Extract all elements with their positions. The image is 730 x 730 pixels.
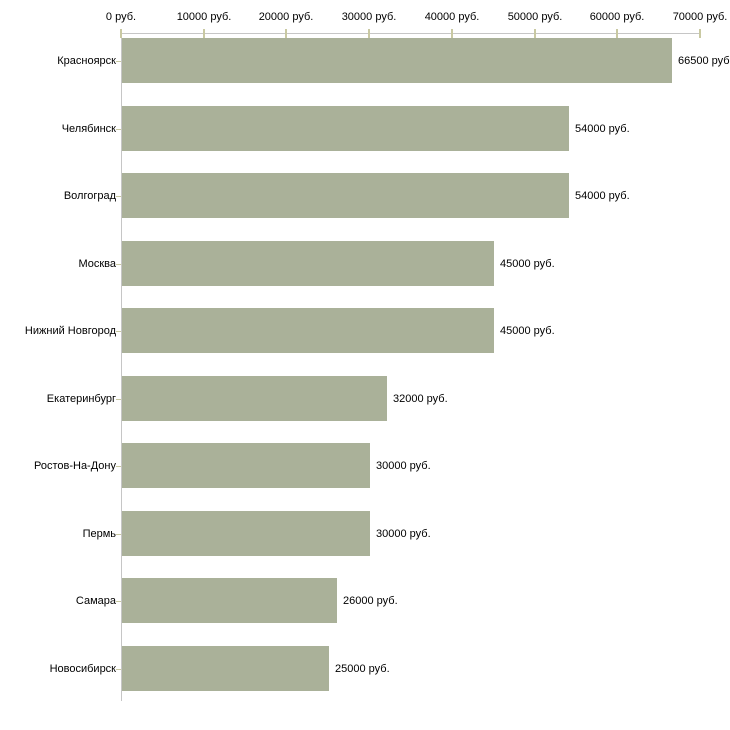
x-axis-tick xyxy=(451,29,453,38)
bar xyxy=(122,241,494,286)
x-axis-tick xyxy=(120,29,122,38)
bar xyxy=(122,511,370,556)
x-axis-tick xyxy=(616,29,618,38)
x-axis-tick xyxy=(699,29,701,38)
value-label: 54000 руб. xyxy=(575,190,630,202)
category-label: Волгоград xyxy=(63,190,116,202)
value-label: 66500 руб. xyxy=(678,55,730,67)
category-tick xyxy=(116,669,121,670)
x-axis-line xyxy=(121,33,701,34)
x-axis-tick-label: 40000 руб. xyxy=(424,11,480,23)
value-label: 54000 руб. xyxy=(575,123,630,135)
x-axis-tick-label: 30000 руб. xyxy=(341,11,397,23)
category-label: Нижний Новгород xyxy=(24,325,116,337)
category-label: Пермь xyxy=(82,528,116,540)
x-axis-tick-label: 0 руб. xyxy=(105,11,137,23)
value-label: 30000 руб. xyxy=(376,460,431,472)
y-axis-line xyxy=(121,33,122,701)
bar xyxy=(122,173,569,218)
category-tick xyxy=(116,534,121,535)
category-tick xyxy=(116,466,121,467)
x-axis-tick xyxy=(203,29,205,38)
value-label: 32000 руб. xyxy=(393,393,448,405)
category-tick xyxy=(116,61,121,62)
bar xyxy=(122,376,387,421)
value-label: 30000 руб. xyxy=(376,528,431,540)
value-label: 25000 руб. xyxy=(335,663,390,675)
x-axis-tick-label: 20000 руб. xyxy=(258,11,314,23)
category-label: Ростов-На-Дону xyxy=(33,460,116,472)
x-axis-tick-label: 60000 руб. xyxy=(589,11,645,23)
value-label: 26000 руб. xyxy=(343,595,398,607)
category-label: Москва xyxy=(78,258,116,270)
category-tick xyxy=(116,601,121,602)
x-axis-tick xyxy=(285,29,287,38)
bar xyxy=(122,308,494,353)
bar xyxy=(122,443,370,488)
category-label: Новосибирск xyxy=(49,663,116,675)
bar xyxy=(122,646,329,691)
x-axis-tick-label: 70000 руб. xyxy=(672,11,728,23)
bar xyxy=(122,106,569,151)
value-label: 45000 руб. xyxy=(500,325,555,337)
category-tick xyxy=(116,196,121,197)
category-label: Екатеринбург xyxy=(46,393,116,405)
bar xyxy=(122,38,672,83)
x-axis-tick xyxy=(534,29,536,38)
category-tick xyxy=(116,264,121,265)
x-axis-tick-label: 50000 руб. xyxy=(507,11,563,23)
x-axis-tick-label: 10000 руб. xyxy=(176,11,232,23)
category-tick xyxy=(116,399,121,400)
bar xyxy=(122,578,337,623)
value-label: 45000 руб. xyxy=(500,258,555,270)
category-tick xyxy=(116,331,121,332)
category-tick xyxy=(116,129,121,130)
x-axis-tick xyxy=(368,29,370,38)
category-label: Красноярск xyxy=(57,55,116,67)
category-label: Челябинск xyxy=(61,123,116,135)
category-label: Самара xyxy=(75,595,116,607)
